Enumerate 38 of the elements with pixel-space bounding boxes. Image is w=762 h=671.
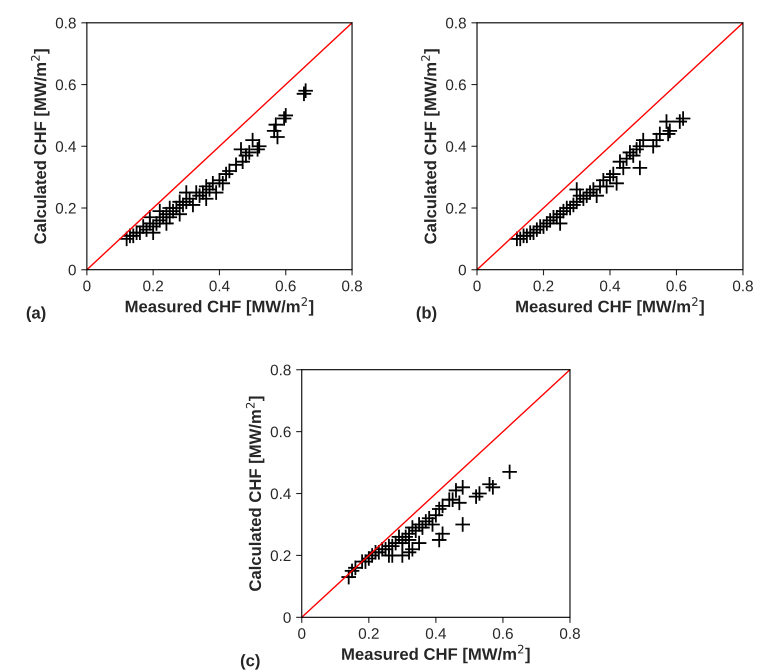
- x-tick-label: 0.8: [732, 280, 753, 292]
- y-tick-label: 0.6: [270, 426, 291, 438]
- y-tick-label: 0: [68, 264, 76, 276]
- x-axis-title: Measured CHF [MW/m$^{2}$]: [342, 644, 530, 664]
- y-tick-label: 0.6: [446, 79, 466, 90]
- y-tick-label: 0.2: [56, 202, 76, 214]
- x-tick-label: 0.4: [209, 280, 230, 292]
- y-axis-title: Calculated CHF [MW/m$^{2}$]: [246, 396, 264, 591]
- x-tick-label: 0.4: [600, 280, 620, 292]
- x-tick-label: 0.2: [358, 628, 379, 639]
- y-tick-label: 0.4: [270, 488, 291, 500]
- y-tick-label: 0.2: [446, 202, 466, 214]
- x-tick-label: 0.6: [666, 280, 686, 292]
- y-tick-label: 0.6: [56, 79, 76, 90]
- x-tick-label: 0.4: [426, 628, 446, 639]
- x-tick-label: 0: [473, 280, 481, 292]
- y-tick-label: 0.4: [446, 141, 466, 152]
- x-tick-label: 0.6: [492, 628, 513, 639]
- y-tick-label: 0.8: [270, 364, 291, 376]
- y-tick-label: 0.8: [446, 18, 466, 28]
- x-tick-label: 0: [83, 280, 91, 292]
- y-tick-label: 0.2: [270, 550, 291, 562]
- x-axis-title: Measured CHF [MW/m$^{2}$]: [126, 297, 314, 316]
- x-tick-label: 0.2: [143, 280, 164, 292]
- x-tick-label: 0.2: [533, 280, 554, 292]
- x-tick-label: 0: [298, 628, 306, 639]
- text: (a): [26, 306, 46, 322]
- text: (b): [416, 306, 436, 322]
- y-axis-title: Calculated CHF [MW/m$^{2}$]: [421, 49, 440, 244]
- x-tick-label: 0.8: [560, 628, 580, 639]
- y-tick-label: 0: [283, 612, 291, 624]
- x-axis-title: Measured CHF [MW/m$^{2}$]: [516, 297, 704, 316]
- y-tick-label: 0.8: [56, 18, 76, 28]
- y-axis-title: Calculated CHF [MW/m$^{2}$]: [30, 49, 50, 244]
- x-tick-label: 0.8: [342, 280, 362, 292]
- y-tick-label: 0: [458, 264, 466, 276]
- text: (c): [240, 654, 260, 670]
- y-tick-label: 0.4: [56, 141, 76, 152]
